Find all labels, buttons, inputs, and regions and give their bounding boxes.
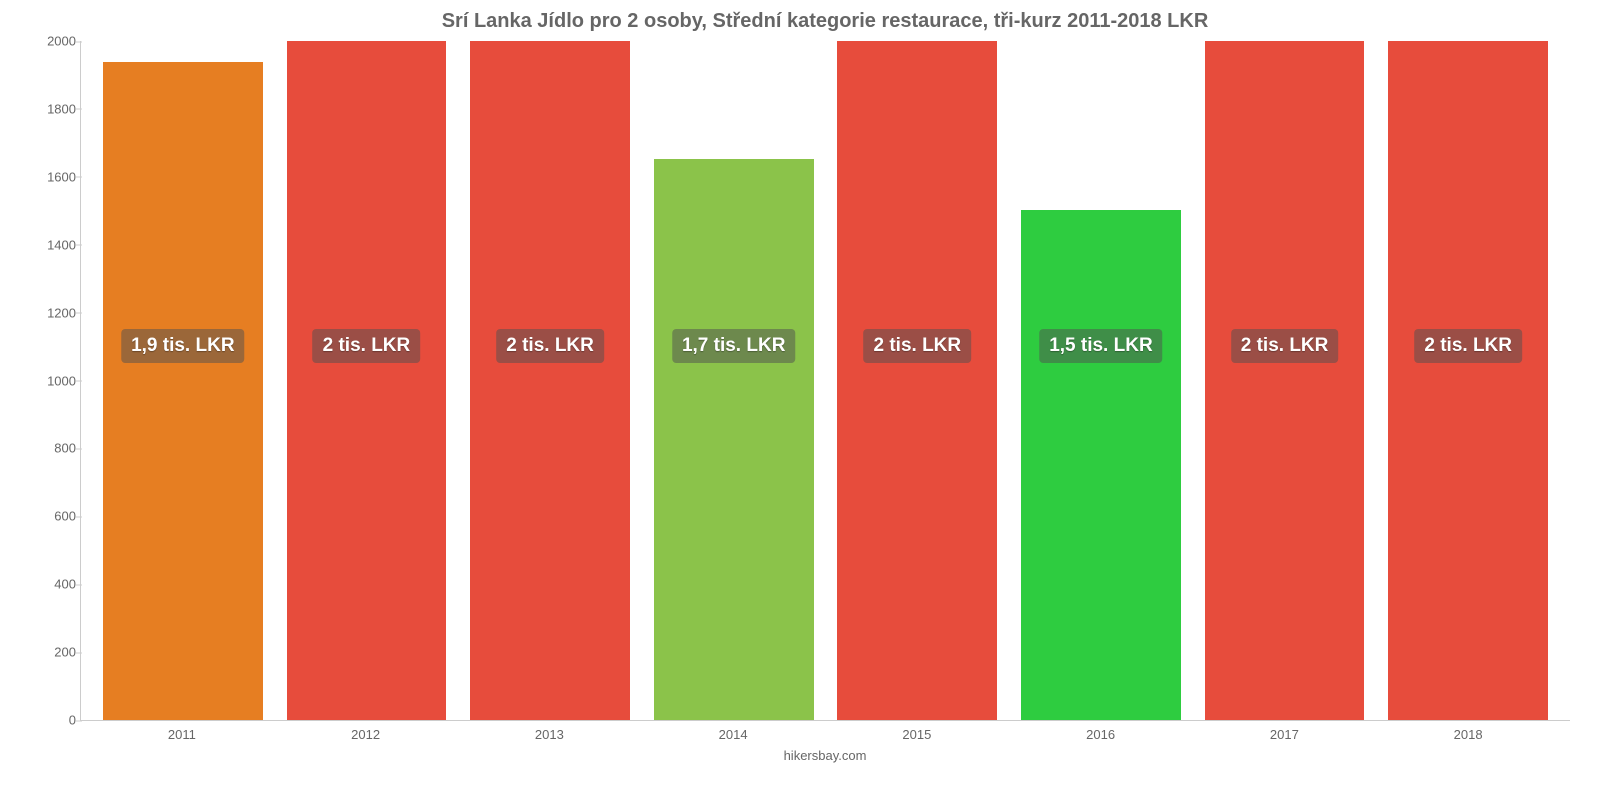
bar-value-label: 2 tis. LKR [496,329,604,363]
x-tick-label: 2018 [1376,727,1560,742]
y-tick: 400 [21,577,76,592]
bar-value-label: 2 tis. LKR [864,329,972,363]
y-tick: 0 [21,713,76,728]
bar-value-label: 2 tis. LKR [1414,329,1522,363]
chart-container: Srí Lanka Jídlo pro 2 osoby, Střední kat… [0,0,1600,800]
chart-title: Srí Lanka Jídlo pro 2 osoby, Střední kat… [80,10,1570,33]
bar [837,41,997,720]
source-text: hikersbay.com [80,748,1570,763]
bar-slot: 1,9 tis. LKR [91,41,275,720]
bar [1205,41,1365,720]
y-tick: 1400 [21,237,76,252]
x-tick-label: 2015 [825,727,1009,742]
bar-slot: 2 tis. LKR [1376,41,1560,720]
x-tick-label: 2012 [274,727,458,742]
bars-container: 1,9 tis. LKR 2 tis. LKR 2 tis. LKR 1,7 tis.… [81,41,1570,720]
bar [287,41,447,720]
y-tick: 800 [21,441,76,456]
y-tick: 1800 [21,101,76,116]
y-tick: 200 [21,645,76,660]
x-axis-labels: 20112012201320142015201620172018 [80,721,1570,742]
bar-slot: 2 tis. LKR [458,41,642,720]
bar-value-label: 1,5 tis. LKR [1039,329,1162,363]
bar-slot: 2 tis. LKR [1193,41,1377,720]
y-tick: 1600 [21,169,76,184]
x-tick-label: 2011 [90,727,274,742]
y-tick: 2000 [21,34,76,49]
y-tick: 1000 [21,373,76,388]
bar-value-label: 1,7 tis. LKR [672,329,795,363]
bar-slot: 2 tis. LKR [826,41,1010,720]
bar-value-label: 2 tis. LKR [1231,329,1339,363]
bar-slot: 1,7 tis. LKR [642,41,826,720]
bar [470,41,630,720]
bar [654,159,814,720]
bar-slot: 1,5 tis. LKR [1009,41,1193,720]
y-tick: 600 [21,509,76,524]
y-axis-ticks: 0200400600800100012001400160018002000 [21,41,76,720]
bar-value-label: 2 tis. LKR [313,329,421,363]
bar [103,62,263,720]
x-tick-label: 2014 [641,727,825,742]
bar-slot: 2 tis. LKR [275,41,459,720]
x-tick-label: 2013 [458,727,642,742]
plot-area: 0200400600800100012001400160018002000 1,… [80,41,1570,721]
bar [1388,41,1548,720]
bar-value-label: 1,9 tis. LKR [121,329,244,363]
x-tick-label: 2017 [1193,727,1377,742]
bar [1021,210,1181,720]
x-tick-label: 2016 [1009,727,1193,742]
y-tick: 1200 [21,305,76,320]
